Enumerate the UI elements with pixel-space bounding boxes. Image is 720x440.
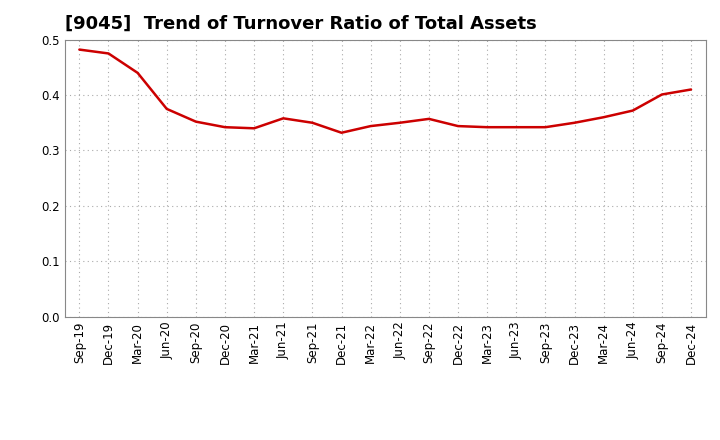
Text: [9045]  Trend of Turnover Ratio of Total Assets: [9045] Trend of Turnover Ratio of Total … [65,15,536,33]
